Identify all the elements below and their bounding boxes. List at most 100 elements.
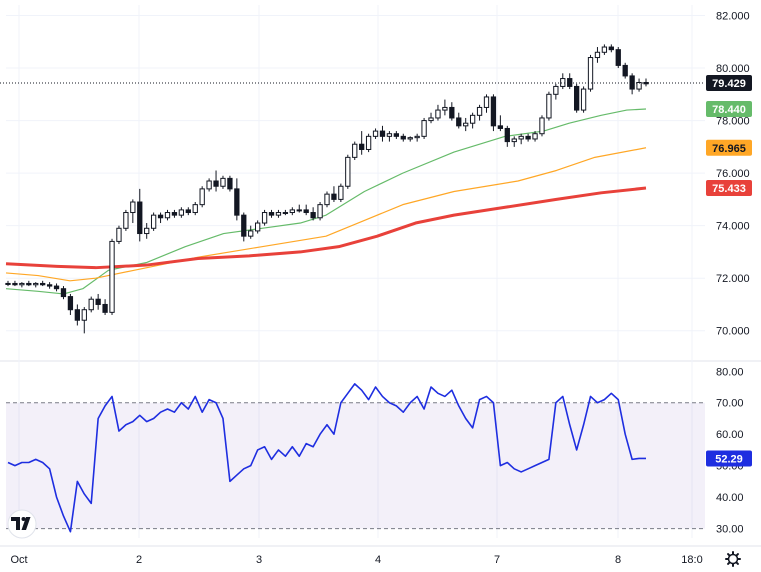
rsi-value-badge: 52.29 (715, 453, 743, 465)
candle-body (553, 85, 559, 95)
candle-body (234, 188, 240, 216)
price-tick-label: 72.000 (716, 273, 750, 285)
candle-body (95, 298, 101, 305)
candle-body (636, 81, 642, 90)
candle-body (456, 117, 462, 127)
candle-body (81, 309, 87, 321)
candle-body (53, 285, 60, 290)
candle-body (248, 230, 254, 237)
candle-body (164, 212, 171, 219)
candle-body (192, 204, 198, 214)
ma-value-badge: 76.965 (712, 143, 746, 155)
ma-value-badge: 78.440 (712, 104, 746, 116)
last-price-badge: 79.429 (712, 78, 746, 90)
candle-body (525, 135, 531, 140)
candle-body (379, 130, 386, 137)
gear-body (727, 553, 739, 565)
ma-value-badge-bg (706, 180, 752, 197)
candle-body (144, 227, 150, 235)
candle-body (74, 309, 80, 321)
candle-body (310, 212, 316, 219)
candle-body (185, 209, 191, 214)
candle-body (60, 288, 67, 298)
time-tick-label: 4 (375, 554, 381, 566)
candle-body (109, 240, 115, 313)
rsi-series-line (7, 383, 647, 533)
ma-value-badge: 75.433 (712, 183, 746, 195)
candle-body (476, 106, 483, 116)
candle-body (518, 135, 524, 140)
rsi-tick-label: 80.00 (716, 366, 744, 378)
candle-body (178, 209, 185, 216)
candle-body (359, 143, 365, 150)
candle-body (511, 138, 517, 143)
candles (5, 44, 649, 334)
candle-body (123, 212, 129, 229)
tradingview-logo (7, 509, 37, 539)
candle-body (546, 93, 552, 119)
candle-body (19, 282, 25, 286)
candle-body (539, 117, 545, 135)
candle-body (393, 133, 399, 137)
moving-average-line (5, 147, 647, 282)
candle-body (206, 180, 212, 190)
candle-body (532, 133, 538, 140)
rsi-line (7, 383, 647, 533)
candle-body (46, 284, 53, 287)
candle-body (150, 214, 157, 229)
time-tick-label: 18:0 (681, 554, 702, 566)
candle-body (268, 212, 275, 216)
candle-body (428, 117, 434, 122)
candle-body (601, 46, 608, 53)
candle-body (282, 212, 289, 215)
price-tick-label: 76.000 (716, 168, 750, 180)
candle-body (608, 46, 614, 51)
candle-body (629, 75, 635, 90)
rsi-tick-label: 40.00 (716, 492, 744, 504)
logo-mark-v (21, 517, 31, 530)
candle-body (587, 57, 594, 90)
candle-body (171, 212, 178, 216)
candle-body (12, 282, 18, 286)
candle-body (435, 109, 441, 119)
candle-body (400, 135, 406, 140)
candle-body (643, 81, 649, 85)
candle-body (116, 227, 122, 242)
candle-body (67, 296, 74, 311)
candle-body (615, 49, 621, 66)
candle-body (289, 209, 295, 214)
candle-body (497, 125, 504, 129)
candle-body (324, 193, 330, 206)
candle-body (40, 282, 46, 286)
price-tick-label: 80.000 (716, 63, 750, 75)
candle-body (483, 96, 490, 108)
candle-body (449, 106, 455, 119)
price-tick-label: 82.000 (716, 11, 750, 23)
ma-value-badge-bg (706, 139, 752, 156)
candle-body (157, 214, 164, 219)
candle-body (296, 209, 302, 212)
candle-body (199, 188, 205, 206)
candle-body (88, 298, 94, 311)
candle-body (137, 201, 143, 235)
price-axis: 82.000 80.000 78.000 76.000 74.000 72.000 70.0… (716, 11, 750, 536)
logo-mark-dot (21, 517, 26, 521)
rsi-tick-label: 30.00 (716, 524, 744, 536)
candle-body (317, 204, 323, 219)
candle-body (365, 135, 372, 150)
gear-icon[interactable] (725, 551, 741, 567)
candle-body (580, 88, 587, 111)
candle-body (261, 212, 268, 224)
candle-body (213, 180, 219, 187)
candle-body (490, 96, 497, 127)
time-tick-label: Oct (10, 554, 27, 566)
candle-body (421, 120, 427, 137)
candle-body (130, 201, 136, 214)
candle-body (574, 85, 580, 111)
candle-body (345, 156, 351, 187)
rsi-band (6, 402, 705, 530)
logo-mark-t (11, 517, 20, 530)
price-tick-label: 78.000 (716, 116, 750, 128)
last-price-badge-bg (706, 75, 752, 92)
